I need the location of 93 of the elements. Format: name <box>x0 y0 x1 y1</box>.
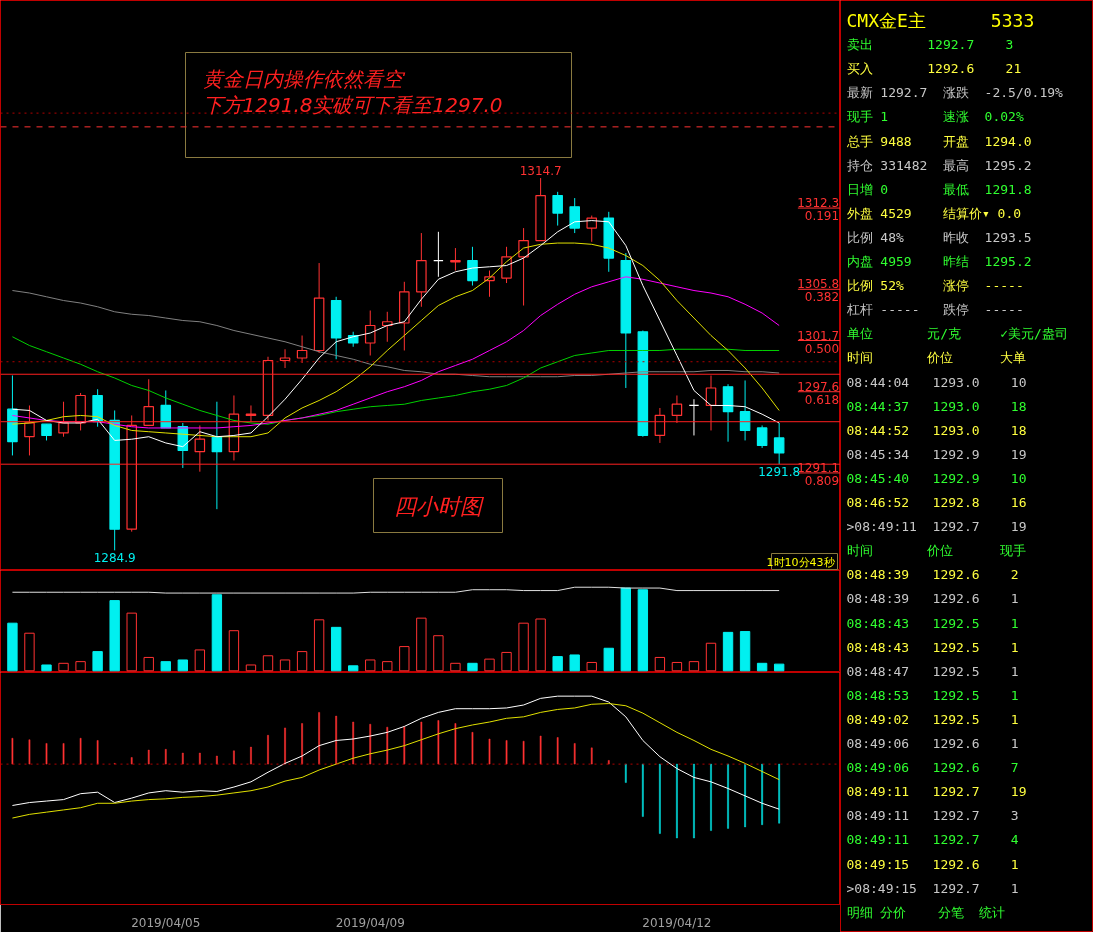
candlestick <box>364 310 376 356</box>
bar <box>739 631 751 672</box>
candlestick <box>654 407 666 444</box>
bar <box>569 654 580 672</box>
candlestick <box>58 401 69 438</box>
candlestick <box>296 335 308 364</box>
text: 08:45:34 1292.9 19 <box>846 446 1027 462</box>
text: 时间 价位 大单 <box>846 350 1027 366</box>
bar <box>41 664 52 672</box>
text: 08:46:52 1292.8 16 <box>846 495 1027 510</box>
text: 比例 52% 涨停 ----- <box>846 278 1024 294</box>
candlestick <box>194 424 206 473</box>
bar <box>773 663 785 672</box>
text: 08:48:39 1292.6 2 <box>846 567 1019 583</box>
bar <box>620 587 631 672</box>
text: 日增 0 最低 1291.8 <box>846 181 1032 197</box>
bar <box>109 600 120 672</box>
text: CMX金E主 5333 <box>846 10 1035 31</box>
candlestick <box>24 404 35 456</box>
candlestick <box>688 398 700 436</box>
text: 08:48:47 1292.5 1 <box>846 663 1019 679</box>
text: 时间 价位 现手 <box>846 543 1027 559</box>
bar <box>92 651 103 672</box>
text: 08:45:40 1292.9 10 <box>846 470 1027 486</box>
text: 卖出 1292.7 3 <box>846 37 1014 53</box>
text: 08:49:06 1292.6 1 <box>846 736 1019 751</box>
text: 明细 分价 分笔 统计 <box>846 904 1006 920</box>
bar <box>7 622 18 672</box>
text: 08:48:43 1292.5 1 <box>846 639 1019 655</box>
text: 08:49:15 1292.6 1 <box>846 856 1019 872</box>
bar <box>177 659 188 672</box>
text: 08:49:11 1292.7 4 <box>846 832 1019 848</box>
text: 08:48:39 1292.6 1 <box>846 591 1019 607</box>
text: 08:44:37 1293.0 18 <box>846 398 1027 414</box>
candlestick <box>671 394 683 424</box>
bar <box>637 589 649 672</box>
text: 08:48:53 1292.5 1 <box>846 687 1019 703</box>
bar <box>756 662 768 672</box>
text: 08:49:11 1292.7 3 <box>846 808 1019 824</box>
text: 08:44:04 1293.0 10 <box>846 374 1027 390</box>
text: 08:49:02 1292.5 1 <box>846 711 1019 727</box>
bar <box>160 661 171 672</box>
candlestick <box>160 389 172 429</box>
text: 08:49:11 1292.7 19 <box>846 784 1027 800</box>
bar <box>467 662 478 672</box>
text: 1时10分43秒 <box>766 555 835 569</box>
text: 最新 1292.7 涨跌 -2.5/0.19% <box>846 85 1064 101</box>
bar <box>211 594 223 672</box>
text: >08:49:11 1292.7 19 <box>846 519 1027 535</box>
text: >08:49:15 1292.7 1 <box>846 880 1019 896</box>
text: 内盘 4959 昨结 1295.2 <box>846 254 1032 269</box>
candlestick <box>450 247 461 272</box>
text: 现手 1 速涨 0.02% <box>846 109 1024 125</box>
text: 买入 1292.6 21 <box>846 61 1022 77</box>
text: 08:48:43 1292.5 1 <box>846 615 1019 631</box>
x-tick-label: 2019/04/05 <box>131 915 201 930</box>
text: 外盘 4529 结算价▾ 0.0 <box>846 205 1022 221</box>
text: 08:44:52 1293.0 18 <box>846 422 1027 438</box>
candlestick <box>569 197 580 234</box>
text: 持仓 331482 最高 1295.2 <box>846 157 1032 173</box>
candlestick <box>773 422 785 465</box>
text: 08:49:06 1292.6 7 <box>846 760 1019 776</box>
candlestick <box>381 311 393 343</box>
bar <box>722 631 734 672</box>
text: 黄金日内操作依然看空 <box>202 66 406 91</box>
annotation: 1314.7 <box>519 164 562 179</box>
candlestick <box>705 374 717 431</box>
text: 总手 9488 开盘 1294.0 <box>845 133 1032 149</box>
x-tick-label: 2019/04/12 <box>642 915 712 930</box>
candlestick <box>279 348 291 369</box>
annotation: 四小时图 <box>393 493 485 519</box>
ref-line-label: 1297.6 0.618 <box>797 379 840 407</box>
candlestick <box>518 227 529 307</box>
ref-line-label: 1312.3 0.191 <box>797 196 840 224</box>
annotation: 1284.9 <box>93 551 136 566</box>
text: 下方1291.8实破可下看至1297.0 <box>202 92 503 117</box>
bar <box>348 665 359 672</box>
ref-line-label: 1301.7 0.500 <box>797 328 840 356</box>
candlestick <box>433 231 444 278</box>
candlestick <box>552 191 563 227</box>
candlestick <box>586 215 598 243</box>
bar <box>552 656 563 672</box>
bar <box>603 647 614 672</box>
bar <box>330 626 342 672</box>
text: 单位 元/克 ✓美元/盎司 <box>846 326 1068 342</box>
candlestick <box>467 246 478 287</box>
candlestick <box>143 378 155 427</box>
text: 比例 48% 昨收 1293.5 <box>846 229 1032 245</box>
candlestick <box>739 379 751 441</box>
text: 杠杆 ----- 跌停 ----- <box>845 302 1024 318</box>
candlestick <box>756 424 768 449</box>
x-tick-label: 2019/04/09 <box>335 915 405 930</box>
ref-line-label: 1305.8 0.382 <box>797 277 840 305</box>
